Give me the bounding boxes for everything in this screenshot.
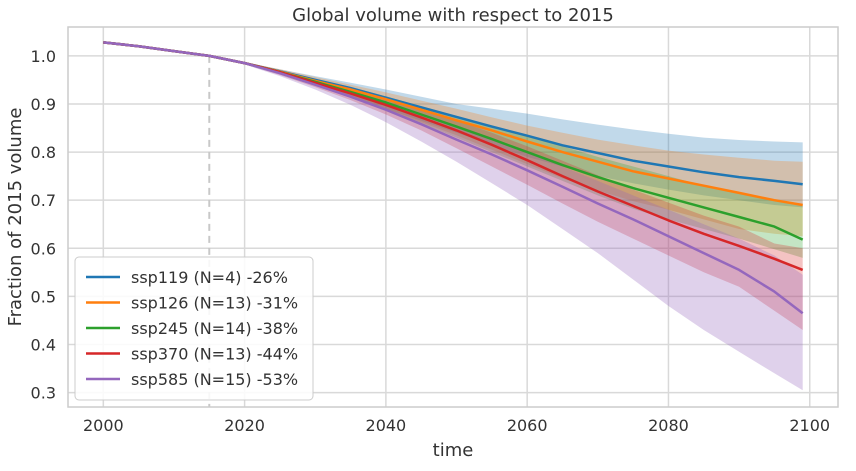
x-tick-label: 2100 [789, 416, 830, 435]
y-tick-label: 0.6 [31, 239, 56, 258]
legend-box [74, 256, 314, 401]
grid-lines [68, 27, 838, 407]
legend-label-ssp370: ssp370 (N=13) -44% [131, 345, 298, 364]
legend-label-ssp585: ssp585 (N=15) -53% [131, 370, 298, 389]
legend: ssp119 (N=4) -26% ssp126 (N=13) -31% ssp24… [74, 256, 314, 401]
legend-label-ssp245: ssp245 (N=14) -38% [131, 319, 298, 338]
series-line-ssp585 [103, 41, 804, 315]
y-tick-label: 0.8 [31, 143, 56, 162]
y-tick-label: 0.3 [31, 384, 56, 403]
plot-frame [67, 26, 839, 408]
y-tick-label: 0.5 [31, 287, 56, 306]
uncertainty-band-ssp585 [103, 42, 803, 391]
x-tick-label: 2040 [366, 416, 407, 435]
y-tick-label: 0.7 [31, 191, 56, 210]
y-tick-label: 0.4 [31, 335, 56, 354]
y-axis-label: Fraction of 2015 volume [5, 108, 26, 327]
x-axis-label: time [433, 440, 474, 461]
x-tick-label: 2020 [224, 416, 265, 435]
legend-label-ssp126: ssp126 (N=13) -31% [131, 294, 298, 313]
tick-labels: 2000 2020 2040 2060 2080 2100 0.3 0.4 0.5 0.6 0.7 0… [31, 47, 831, 435]
x-tick-label: 2060 [507, 416, 548, 435]
x-tick-label: 2000 [83, 416, 124, 435]
legend-label-ssp119: ssp119 (N=4) -26% [131, 268, 288, 287]
x-tick-label: 2080 [648, 416, 689, 435]
y-tick-label: 1.0 [31, 47, 56, 66]
chart-title: Global volume with respect to 2015 [292, 5, 614, 26]
series-lines [103, 41, 804, 315]
y-tick-label: 0.9 [31, 95, 56, 114]
